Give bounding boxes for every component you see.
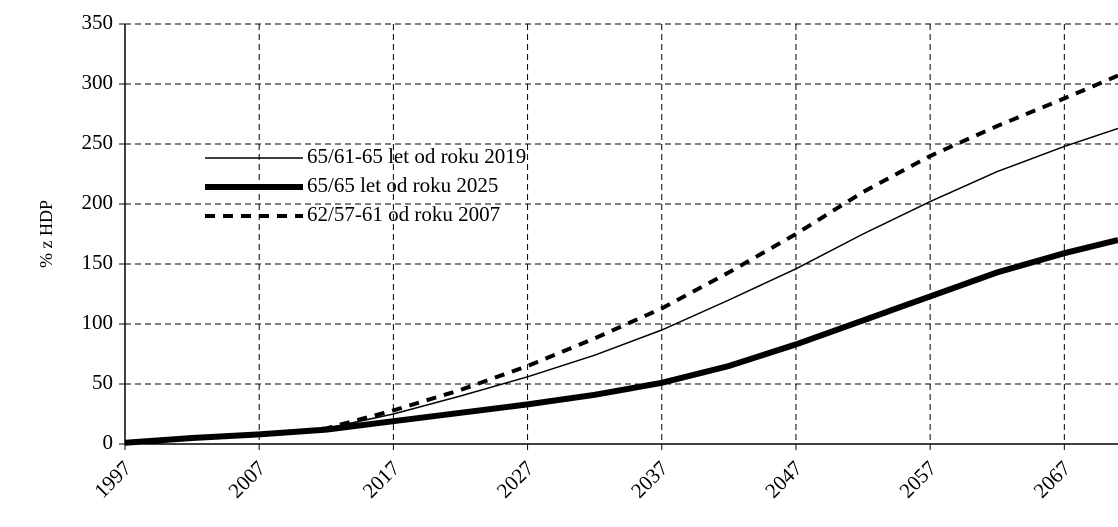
x-tick-label: 2067 (1029, 456, 1076, 503)
x-tick-label: 2017 (358, 456, 405, 503)
line-series (124, 73, 1118, 445)
y-tick-label: 250 (82, 130, 114, 154)
x-tick-label: 2027 (492, 456, 539, 503)
y-tick-label: 350 (82, 10, 114, 34)
y-axis-label: % z HDP (36, 200, 56, 268)
y-tick-label: 200 (82, 190, 114, 214)
y-tick-label: 50 (92, 370, 113, 394)
legend-label: 62/57-61 od roku 2007 (307, 202, 500, 226)
y-tick-label: 0 (103, 430, 114, 454)
legend-label: 65/61-65 let od roku 2019 (307, 144, 526, 168)
x-tick-label: 1997 (89, 456, 136, 503)
y-tick-label: 150 (82, 250, 114, 274)
x-tick-label: 2057 (894, 456, 941, 503)
x-tick-label: 2037 (626, 456, 673, 503)
y-tick-label: 100 (82, 310, 114, 334)
x-tick-label: 2007 (223, 456, 270, 503)
y-tick-label: 300 (82, 70, 114, 94)
legend-label: 65/65 let od roku 2025 (307, 173, 498, 197)
line-series (124, 237, 1118, 446)
x-tick-label: 2047 (760, 456, 807, 503)
